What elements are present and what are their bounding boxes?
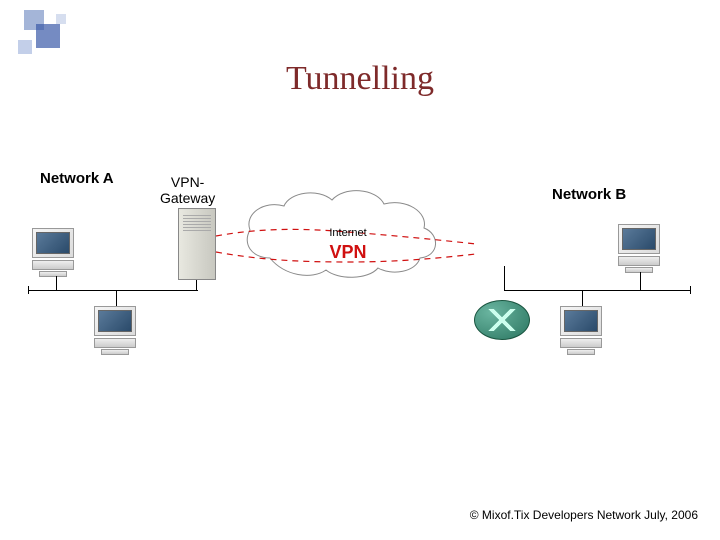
network-line	[582, 290, 583, 306]
computer-icon	[560, 306, 612, 356]
internet-text: Internet	[329, 227, 366, 239]
network-line	[504, 266, 505, 290]
network-line	[504, 290, 690, 291]
footer-copyright: © Mixof.Tix Developers Network July, 200…	[470, 508, 698, 522]
tunnel-svg: Internet VPN	[0, 0, 720, 540]
router-icon	[474, 300, 530, 340]
footer-text: © Mixof.Tix Developers Network July, 200…	[470, 508, 698, 522]
computer-icon	[618, 224, 670, 274]
vpn-text: VPN	[329, 242, 366, 262]
network-line	[640, 272, 641, 290]
network-line	[690, 286, 691, 294]
